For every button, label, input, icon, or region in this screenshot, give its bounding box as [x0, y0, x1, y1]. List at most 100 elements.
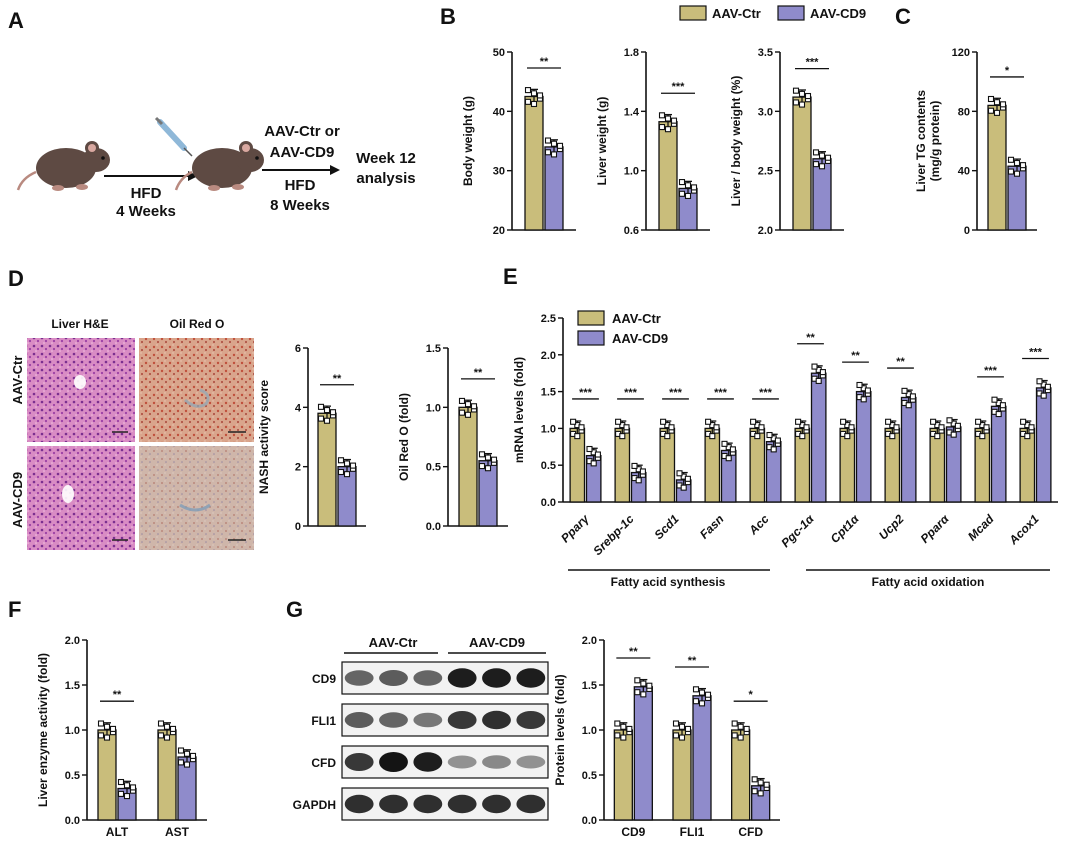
data-point — [840, 418, 847, 425]
data-point — [692, 698, 700, 705]
data-point — [678, 734, 686, 741]
data-point — [626, 725, 633, 732]
blot-band — [447, 668, 477, 688]
data-point — [754, 433, 761, 440]
y-tick-label: 0.6 — [624, 225, 639, 237]
data-point — [950, 431, 957, 438]
data-point — [634, 689, 641, 696]
chart-b2: 0.6 1.0 1.4 1.8 Liver weight (g) *** — [595, 47, 710, 237]
data-point — [905, 402, 912, 409]
data-point — [484, 454, 492, 461]
chart-e: 0.0 0.5 1.0 1.5 2.0 2.5 mRNA levels (fold) Ppar… — [512, 313, 1058, 558]
significance-mark: ** — [688, 655, 697, 667]
data-point — [678, 179, 686, 186]
data-point — [766, 431, 773, 439]
data-point — [987, 107, 995, 114]
y-tick-label: 0.0 — [582, 815, 597, 827]
y-tick-label: 1.8 — [624, 47, 639, 59]
y-tick-label: 40 — [493, 106, 505, 118]
y-tick-label: 1.0 — [426, 402, 441, 414]
data-point — [731, 732, 738, 739]
data-point — [478, 463, 486, 470]
data-point — [329, 409, 337, 416]
panel-label-b: B — [440, 4, 456, 29]
data-point — [544, 149, 552, 156]
bar-ctr — [97, 729, 117, 821]
blot-row-frame — [341, 787, 549, 821]
data-point — [343, 460, 351, 467]
data-point — [792, 87, 800, 94]
data-point — [620, 734, 627, 741]
data-point — [670, 117, 678, 124]
schema-step1-duration: 4 Weeks — [116, 203, 176, 220]
y-tick-label: 0.5 — [65, 770, 80, 782]
data-point — [1028, 424, 1035, 431]
bar-ctr — [658, 121, 678, 231]
data-point — [975, 418, 982, 425]
data-point — [524, 98, 532, 105]
y-axis-label: Liver / body weight (%) — [729, 76, 743, 207]
data-point — [1036, 378, 1043, 385]
data-point — [1019, 162, 1027, 169]
data-point — [619, 433, 626, 440]
data-point — [698, 700, 706, 707]
data-point — [757, 790, 764, 797]
significance-mark: *** — [1029, 346, 1043, 358]
bar-ctr — [929, 427, 946, 503]
data-point — [763, 781, 770, 788]
data-point — [774, 437, 781, 444]
data-point — [1007, 156, 1015, 163]
data-point — [634, 677, 641, 684]
y-axis-label: NASH activity score — [257, 380, 271, 494]
y-tick-label: 1.0 — [624, 166, 639, 178]
data-point — [743, 725, 750, 732]
data-point — [819, 369, 826, 376]
y-axis-label: Liver TG contents — [914, 90, 928, 192]
data-point — [885, 418, 892, 425]
x-category-label: Scd1 — [651, 512, 681, 542]
blot-band — [447, 794, 477, 814]
data-point — [109, 725, 117, 732]
data-point — [751, 788, 758, 795]
x-category-label: Acox1 — [1006, 512, 1042, 548]
data-point — [323, 417, 331, 424]
blot-row-frame — [341, 703, 549, 737]
bar-cd9 — [633, 686, 653, 821]
bar-ctr — [974, 427, 991, 503]
histology-panel: Liver H&E Oil Red O AAV-Ctr AAV-CD9 — [10, 317, 254, 550]
bar-ctr — [458, 406, 478, 527]
data-point — [824, 154, 832, 161]
data-point — [1020, 418, 1027, 425]
bar-cd9 — [812, 158, 832, 231]
data-point — [815, 377, 822, 384]
data-point — [692, 686, 700, 693]
data-point — [993, 99, 1001, 106]
bar-ctr — [614, 427, 631, 503]
blot-band — [482, 794, 511, 814]
data-point — [664, 433, 671, 440]
bar-cd9 — [945, 426, 962, 503]
legend-top: AAV-Ctr AAV-CD9 — [679, 5, 866, 21]
blot-band — [516, 794, 546, 814]
bar-cd9 — [900, 396, 917, 503]
data-point — [731, 720, 738, 727]
data-point — [705, 418, 712, 425]
bar-ctr — [569, 427, 586, 503]
data-point — [798, 90, 806, 97]
bar-ctr — [884, 427, 901, 503]
bar-ctr — [524, 95, 544, 231]
data-point — [991, 396, 998, 403]
blot-band — [344, 753, 374, 771]
x-category-label: Pparα — [918, 511, 952, 545]
blot-band — [379, 712, 408, 728]
y-tick-label: 0.0 — [65, 815, 80, 827]
data-point — [684, 192, 692, 199]
significance-mark: ** — [113, 689, 122, 701]
legend-e-swatch-cd9 — [577, 330, 605, 346]
data-point — [594, 451, 601, 458]
western-blot: AAV-Ctr AAV-CD9 CD9 FLI1 CFD GAPDH — [293, 635, 549, 821]
data-point — [938, 424, 945, 431]
data-point — [757, 779, 764, 786]
y-tick-label: 0.0 — [541, 497, 556, 509]
